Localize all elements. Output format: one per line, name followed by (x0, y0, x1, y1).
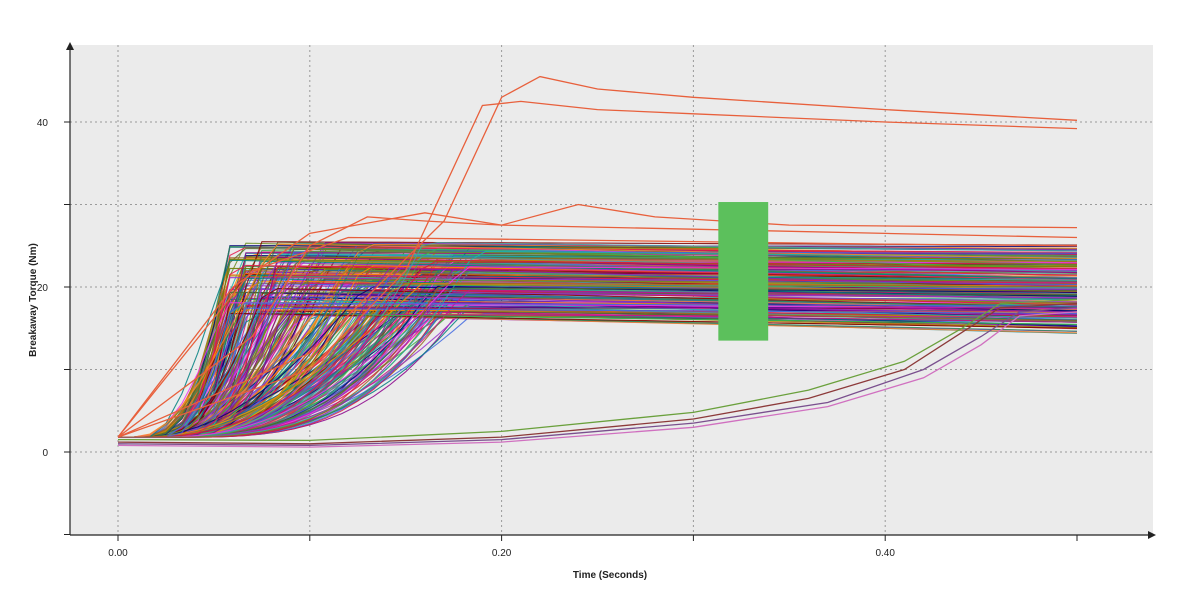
axes (64, 42, 1156, 541)
bundle-line (118, 294, 1078, 438)
highlight-box (718, 202, 769, 341)
bundle-line (118, 307, 1078, 438)
bundle-line (118, 243, 1078, 438)
bundle-line (118, 267, 1078, 438)
bundle-line (118, 287, 1078, 438)
x-tick-label: 0.40 (875, 548, 895, 559)
series-line-4 (117, 236, 1078, 438)
bundle-line (118, 292, 1078, 438)
bundle-line (118, 314, 1078, 438)
bundle-line (118, 256, 1078, 438)
bundle-line (118, 264, 1078, 438)
series-line-6 (117, 311, 1078, 448)
series-line-7 (117, 302, 1078, 445)
bundle-line (118, 286, 1077, 438)
bundle-line (118, 242, 1078, 438)
bundle-line (118, 299, 1078, 438)
bundle-line (118, 305, 1078, 438)
bundle-line (118, 266, 1077, 438)
y-tick-label: 20 (37, 283, 49, 294)
bundle-line (118, 259, 1078, 438)
bundle-line (118, 302, 1077, 438)
bundle-line (118, 312, 1078, 438)
series-line-0 (117, 75, 1078, 438)
x-tick-labels: 0.00 0.20 0.40 (108, 548, 895, 559)
bundle-line (118, 243, 1078, 438)
bundle-line (118, 254, 1078, 438)
x-axis-label: Time (Seconds) (573, 570, 647, 581)
series-line-5 (117, 306, 1078, 447)
bundle-line (118, 309, 1078, 438)
y-tick-label: 40 (37, 118, 49, 129)
y-tick-labels: 40 20 0 (37, 118, 49, 459)
series-line-8 (117, 298, 1078, 442)
bundle-line (118, 314, 1078, 438)
x-tick-label: 0.00 (108, 548, 128, 559)
y-tick-label: 0 (42, 448, 48, 459)
bundle-line (118, 287, 1078, 438)
series-line-1 (117, 100, 1078, 438)
bundle-line (118, 256, 1078, 438)
bundle-line (118, 313, 1078, 438)
bundle-line (118, 307, 1077, 438)
bundle-line (118, 277, 1078, 438)
bundle-line (118, 294, 1078, 438)
y-axis-label: Breakaway Torque (Nm) (28, 243, 39, 357)
bundle-line (118, 248, 1078, 438)
x-tick-label: 0.20 (492, 548, 512, 559)
bundle-line (118, 274, 1078, 438)
bundle-line (118, 282, 1078, 438)
x-axis-arrow (1148, 531, 1156, 539)
y-axis-arrow (66, 42, 74, 50)
bundle-series (118, 241, 1078, 438)
bundle-line (118, 251, 1078, 438)
